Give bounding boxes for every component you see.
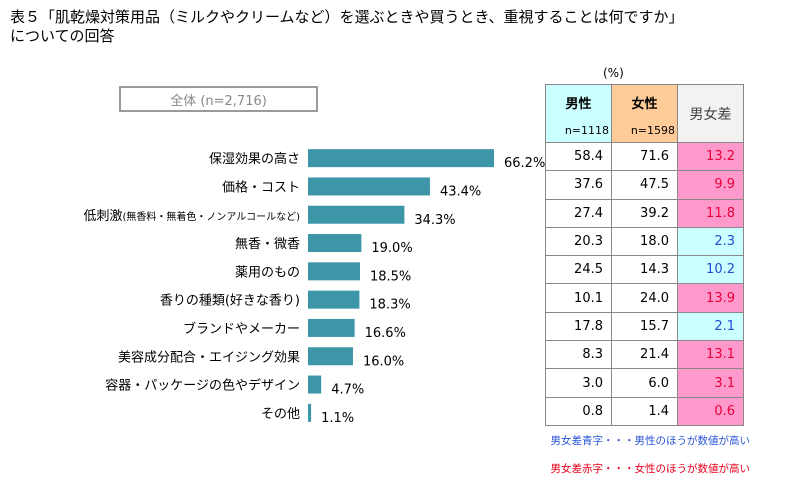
female-value: 1.4 (611, 396, 678, 426)
female-value: 6.0 (611, 368, 678, 398)
male-value: 24.5 (545, 255, 612, 285)
female-sample-size: n=1598 (630, 124, 675, 137)
male-sample-size: n=1118 (564, 124, 609, 137)
male-header: 男性 n=1118 (545, 84, 612, 143)
page-title: 表５「肌乾燥対策用品（ミルクやクリームなど）を選ぶときや買うとき、重視することは… (10, 8, 800, 46)
diff-value: 11.8 (677, 198, 744, 228)
table-row: 0.8 1.4 0.6 (545, 396, 744, 426)
diff-value: 2.3 (677, 226, 744, 257)
category-label: 価格・コスト (222, 179, 300, 195)
female-header-label: 女性 (631, 97, 658, 112)
category-label: 保湿効果の高さ (209, 151, 300, 167)
table-row: 10.1 24.0 13.9 (545, 283, 744, 313)
category-label: 低刺激(無香料・無着色・ノンアルコールなど) (83, 209, 300, 224)
female-value: 24.0 (611, 283, 678, 313)
male-value: 17.8 (545, 311, 612, 342)
diff-value: 3.1 (677, 368, 744, 398)
male-value: 3.0 (545, 368, 612, 398)
bar (308, 318, 355, 337)
table-header-row: 男性 n=1118 女性 n=1598 男女差 (545, 84, 744, 143)
table-row: 37.6 47.5 9.9 (545, 170, 744, 200)
diff-value: 13.1 (677, 340, 744, 370)
bar (308, 290, 360, 309)
diff-value: 13.2 (677, 141, 744, 172)
bar (308, 205, 405, 224)
value-label: 16.6% (365, 326, 406, 341)
table-row: 17.8 15.7 2.1 (545, 311, 744, 342)
title-line-1: 表５「肌乾燥対策用品（ミルクやクリームなど）を選ぶときや買うとき、重視することは… (10, 8, 684, 26)
bar (308, 149, 494, 168)
diff-value: 10.2 (677, 255, 744, 285)
title-line-2: についての回答 (10, 27, 115, 45)
table-row: 24.5 14.3 10.2 (545, 255, 744, 285)
female-header: 女性 n=1598 (611, 84, 678, 143)
category-label: 美容成分配合・エイジング効果 (118, 349, 300, 365)
bar (308, 403, 312, 422)
value-label: 66.2% (504, 156, 545, 171)
value-label: 19.0% (371, 241, 412, 256)
value-label: 1.1% (321, 411, 354, 426)
male-value: 20.3 (545, 226, 612, 257)
female-value: 39.2 (611, 198, 678, 228)
bar (308, 375, 322, 394)
total-sample-label: 全体 (n=2,716) (119, 86, 318, 112)
male-value: 10.1 (545, 283, 612, 313)
table-body: 58.4 71.6 13.2 37.6 47.5 9.9 27.4 39.2 11.8 20.3 1… (545, 141, 744, 426)
category-label: 薬用のもの (235, 265, 300, 280)
unit-label: (%) (603, 66, 624, 80)
male-value: 27.4 (545, 198, 612, 228)
female-value: 21.4 (611, 340, 678, 370)
diff-value: 0.6 (677, 396, 744, 426)
table-row: 8.3 21.4 13.1 (545, 340, 744, 370)
table-row: 27.4 39.2 11.8 (545, 198, 744, 228)
table-row: 20.3 18.0 2.3 (545, 226, 744, 257)
category-label: 容器・パッケージの色やデザイン (105, 378, 300, 394)
category-label: 無香・微香 (235, 237, 300, 252)
male-value: 37.6 (545, 170, 612, 200)
value-label: 34.3% (414, 213, 455, 228)
bar (308, 234, 362, 253)
male-header-label: 男性 (565, 97, 592, 112)
diff-value: 2.1 (677, 311, 744, 342)
note-red: 男女差赤字・・・女性のほうが数値が高い (550, 463, 751, 475)
diff-value: 13.9 (677, 283, 744, 313)
value-label: 43.4% (440, 184, 481, 199)
bar (308, 177, 430, 196)
male-value: 58.4 (545, 141, 612, 172)
diff-value: 9.9 (677, 170, 744, 200)
female-value: 14.3 (611, 255, 678, 285)
female-value: 18.0 (611, 226, 678, 257)
male-value: 8.3 (545, 340, 612, 370)
gender-table: 男性 n=1118 女性 n=1598 男女差 58.4 71.6 13.2 37.6… (545, 84, 744, 426)
female-value: 47.5 (611, 170, 678, 200)
bar (308, 262, 360, 281)
male-value: 0.8 (545, 396, 612, 426)
bar-chart: 保湿効果の高さ 66.2% 価格・コスト 43.4% 低刺激(無香料・無着色・ノンアルコ… (83, 149, 545, 426)
female-value: 71.6 (611, 141, 678, 172)
category-label: 香りの種類(好きな香り) (160, 293, 300, 309)
value-label: 18.3% (369, 298, 410, 313)
bar (308, 347, 353, 366)
value-label: 18.5% (370, 269, 411, 284)
table-row: 3.0 6.0 3.1 (545, 368, 744, 398)
category-label: その他 (261, 407, 300, 422)
value-label: 4.7% (331, 383, 364, 398)
female-value: 15.7 (611, 311, 678, 342)
table-row: 58.4 71.6 13.2 (545, 141, 744, 172)
value-label: 16.0% (363, 354, 404, 369)
note-blue: 男女差青字・・・男性のほうが数値が高い (550, 435, 751, 447)
diff-header: 男女差 (677, 84, 744, 143)
category-label: ブランドやメーカー (183, 321, 300, 337)
